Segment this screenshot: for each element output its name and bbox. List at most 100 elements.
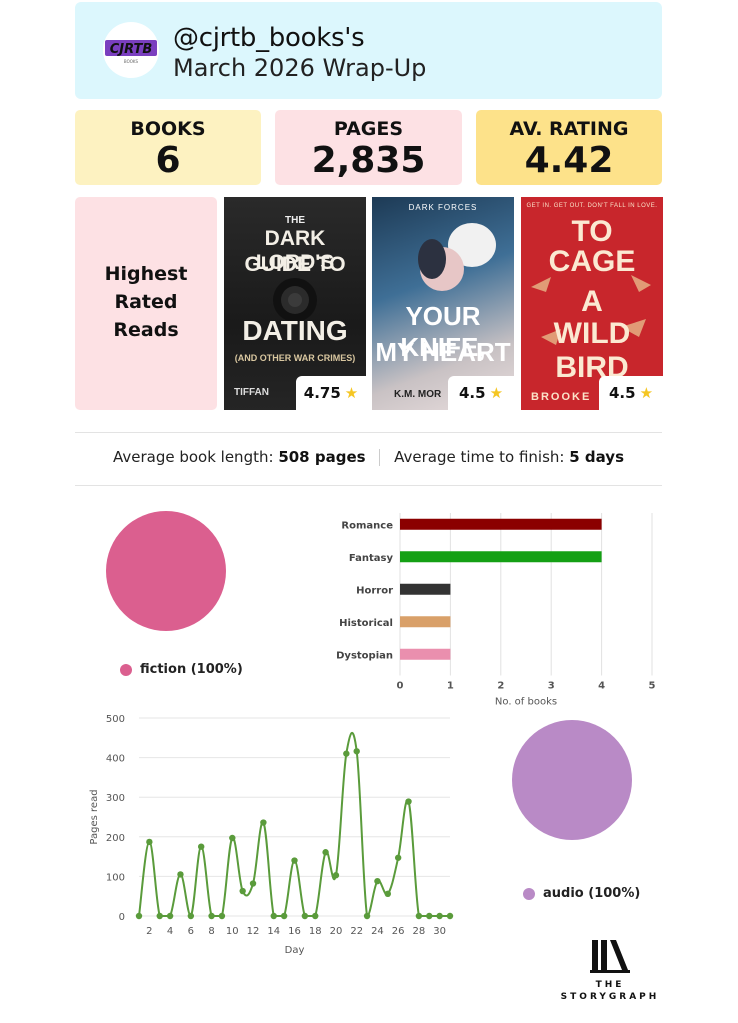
legend-dot-audio [523, 887, 535, 900]
line-data-point [374, 877, 381, 885]
book-3-title-line-4: WILD [553, 317, 631, 350]
wrapup-header: CJRTB BOOKS @cjrtb_books's March 2026 Wr… [75, 2, 662, 99]
line-x-tick-label: 26 [392, 926, 405, 937]
highest-rated-label-box: Highest Rated Reads [75, 197, 217, 410]
line-data-point [291, 857, 298, 864]
line-y-tick-label: 500 [106, 714, 125, 725]
bar-category-label: Fantasy [349, 553, 394, 564]
line-data-point [436, 912, 443, 920]
highest-rated-line-1: Highest [104, 263, 188, 285]
line-y-tick-label: 200 [106, 833, 125, 844]
line-data-point [353, 748, 360, 755]
line-x-tick-label: 30 [433, 926, 446, 937]
stat-pages-label: PAGES [333, 118, 404, 140]
avg-length-value: 508 pages [278, 448, 366, 466]
line-data-point [343, 750, 350, 757]
fiction-pie-chart [106, 511, 226, 631]
book-3-tagline: GET IN. GET OUT. DON'T FALL IN LOVE. [526, 203, 658, 209]
line-x-tick-label: 4 [167, 926, 173, 937]
legend-dot-fiction [120, 663, 132, 676]
genre-bar-chart: 0 1 2 3 4 5 No. of books Romance Fantasy Horror Hi… [336, 513, 656, 708]
book-cover-2[interactable]: DARK FORCES YOUR KNIFE, MY HEART K.M. MO… [372, 197, 514, 410]
book-cover-3[interactable]: GET IN. GET OUT. DON'T FALL IN LOVE. TO … [521, 197, 663, 410]
bar-x-tick-label: 3 [548, 681, 555, 692]
bar-category-label: Historical [339, 618, 393, 629]
bar-category-label: Dystopian [336, 650, 393, 661]
storygraph-logo: THE STORYGRAPH [560, 938, 660, 1004]
line-data-point [280, 912, 288, 920]
book-cover-1[interactable]: THE DARK LORD'S GUIDE TO DATING (AND OTH… [224, 197, 366, 410]
avatar-subtext: BOOKS [124, 59, 139, 64]
bar-category-label: Romance [341, 520, 393, 531]
star-icon: ★ [639, 384, 654, 402]
book-1-author: TIFFAN [234, 387, 269, 398]
line-data-point [384, 890, 391, 898]
book-1-title-line-3: GUIDE TO [244, 253, 346, 276]
pages-read-line [138, 732, 450, 918]
line-data-point [229, 834, 236, 842]
book-3-title-line-3: A [581, 285, 603, 318]
line-x-tick-label: 16 [288, 926, 301, 937]
line-data-point [363, 912, 371, 920]
summary-separator [379, 449, 381, 466]
line-data-point [270, 912, 277, 920]
book-1-title-line-1: THE [285, 215, 305, 226]
book-2-title-line-1: YOUR KNIFE, [400, 301, 486, 362]
book-1-rating-value: 4.75 [303, 384, 341, 402]
book-3-title-line-1: TO [571, 215, 613, 248]
bar-horror [400, 583, 451, 595]
line-data-point [156, 912, 163, 920]
line-x-tick-label: 18 [309, 926, 322, 937]
fiction-legend-label: fiction (100%) [140, 662, 243, 677]
star-icon: ★ [344, 384, 359, 402]
bar-x-axis-title: No. of books [495, 697, 557, 708]
pie-slice-fiction [106, 511, 226, 631]
book-3-author: BROOKE [531, 391, 592, 403]
book-2-rating-value: 4.5 [458, 384, 486, 402]
avg-time-value: 5 days [569, 448, 625, 466]
line-data-point [198, 843, 205, 850]
line-data-point [177, 871, 184, 878]
line-data-point [239, 887, 246, 895]
line-data-point [249, 880, 257, 887]
bar-x-tick-label: 0 [397, 681, 404, 692]
audio-pie-chart [512, 720, 632, 840]
stat-books: BOOKS 6 [75, 110, 261, 185]
book-2-rating: 4.5 ★ [448, 376, 514, 410]
line-data-point [187, 912, 195, 920]
birds-illustration [531, 275, 651, 345]
stat-pages-value: 2,835 [311, 140, 426, 181]
line-x-tick-label: 24 [371, 926, 384, 937]
line-x-tick-label: 14 [267, 926, 280, 937]
line-y-tick-label: 0 [119, 912, 125, 923]
avatar-text: CJRTB [110, 42, 153, 57]
line-data-point [166, 912, 174, 920]
line-y-axis-title: Pages read [89, 789, 100, 844]
user-handle: @cjrtb_books's [173, 23, 365, 53]
stat-books-label: BOOKS [130, 118, 206, 140]
audio-legend-label: audio (100%) [543, 886, 641, 901]
bar-category-label: Horror [356, 585, 393, 596]
line-x-tick-label: 10 [226, 926, 239, 937]
stat-rating-value: 4.42 [524, 140, 614, 181]
stat-rating-label: AV. RATING [509, 118, 629, 140]
stat-books-value: 6 [155, 140, 181, 181]
book-3-rating-value: 4.5 [608, 384, 636, 402]
rose-illustration [273, 278, 317, 322]
line-data-point [218, 912, 226, 920]
bar-dystopian [400, 648, 451, 660]
divider-top [75, 432, 662, 433]
fiction-legend: fiction (100%) [120, 662, 243, 677]
highest-rated-line-3: Reads [113, 319, 179, 341]
line-x-axis-title: Day [285, 945, 305, 956]
bar-x-tick-label: 5 [649, 681, 656, 692]
book-2-series: DARK FORCES [408, 203, 478, 212]
avatar: CJRTB BOOKS [103, 22, 159, 78]
line-data-point [312, 912, 319, 920]
line-x-tick-label: 6 [188, 926, 194, 937]
bar-x-tick-label: 1 [447, 681, 454, 692]
line-x-tick-label: 28 [413, 926, 426, 937]
bar-x-tick-label: 4 [598, 681, 605, 692]
line-x-tick-label: 22 [350, 926, 363, 937]
